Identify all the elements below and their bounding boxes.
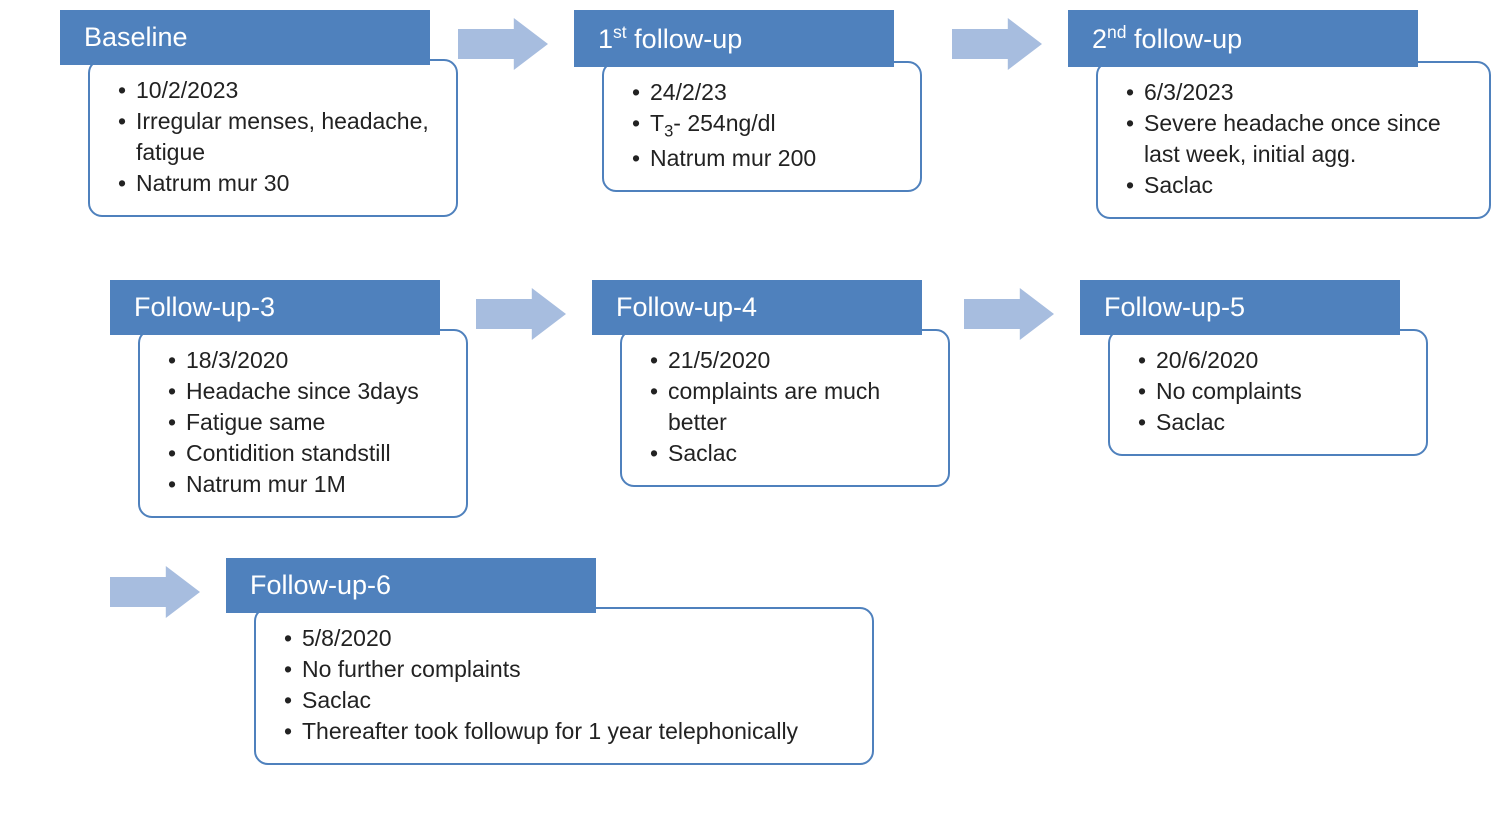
card-followup3-body: 18/3/2020Headache since 3daysFatigue sam… bbox=[138, 329, 468, 518]
card-baseline-list: 10/2/2023Irregular menses, headache, fat… bbox=[108, 75, 438, 199]
list-item: Headache since 3days bbox=[168, 376, 448, 407]
arrow-5 bbox=[110, 566, 200, 618]
card-followup1-list: 24/2/23T3- 254ng/dlNatrum mur 200 bbox=[622, 77, 902, 174]
list-item: Fatigue same bbox=[168, 407, 448, 438]
list-item: No further complaints bbox=[284, 654, 854, 685]
card-followup4-body: 21/5/2020complaints are much betterSacla… bbox=[620, 329, 950, 487]
card-baseline-body: 10/2/2023Irregular menses, headache, fat… bbox=[88, 59, 458, 217]
list-item: 5/8/2020 bbox=[284, 623, 854, 654]
card-followup6-list: 5/8/2020No further complaintsSaclacThere… bbox=[274, 623, 854, 747]
list-item: Contidition standstill bbox=[168, 438, 448, 469]
arrow-3 bbox=[476, 288, 566, 340]
arrow-2 bbox=[952, 18, 1042, 70]
card-followup6-title: Follow-up-6 bbox=[226, 558, 596, 613]
card-followup2-title: 2nd follow-up bbox=[1068, 10, 1418, 67]
list-item: No complaints bbox=[1138, 376, 1408, 407]
arrow-1 bbox=[458, 18, 548, 70]
list-item: 18/3/2020 bbox=[168, 345, 448, 376]
card-followup5: Follow-up-5 20/6/2020No complaintsSaclac bbox=[1080, 280, 1428, 456]
card-followup4-title: Follow-up-4 bbox=[592, 280, 922, 335]
card-followup3: Follow-up-3 18/3/2020Headache since 3day… bbox=[110, 280, 468, 518]
card-followup6-body: 5/8/2020No further complaintsSaclacThere… bbox=[254, 607, 874, 765]
list-item: 24/2/23 bbox=[632, 77, 902, 108]
card-followup5-list: 20/6/2020No complaintsSaclac bbox=[1128, 345, 1408, 438]
card-followup4-list: 21/5/2020complaints are much betterSacla… bbox=[640, 345, 930, 469]
list-item: Thereafter took followup for 1 year tele… bbox=[284, 716, 854, 747]
row-2: Follow-up-3 18/3/2020Headache since 3day… bbox=[110, 280, 1428, 518]
card-followup1: 1st follow-up 24/2/23T3- 254ng/dlNatrum … bbox=[574, 10, 922, 192]
card-followup1-body: 24/2/23T3- 254ng/dlNatrum mur 200 bbox=[602, 61, 922, 192]
card-followup3-list: 18/3/2020Headache since 3daysFatigue sam… bbox=[158, 345, 448, 500]
row-1: Baseline 10/2/2023Irregular menses, head… bbox=[60, 10, 1491, 219]
list-item: Saclac bbox=[1138, 407, 1408, 438]
list-item: Saclac bbox=[650, 438, 930, 469]
list-item: Saclac bbox=[1126, 170, 1471, 201]
card-followup2: 2nd follow-up 6/3/2023Severe headache on… bbox=[1068, 10, 1491, 219]
card-followup5-body: 20/6/2020No complaintsSaclac bbox=[1108, 329, 1428, 456]
list-item: complaints are much better bbox=[650, 376, 930, 438]
list-item: T3- 254ng/dl bbox=[632, 108, 902, 143]
arrow-4 bbox=[964, 288, 1054, 340]
card-baseline-title: Baseline bbox=[60, 10, 430, 65]
list-item: Natrum mur 1M bbox=[168, 469, 448, 500]
card-followup5-title: Follow-up-5 bbox=[1080, 280, 1400, 335]
list-item: 10/2/2023 bbox=[118, 75, 438, 106]
list-item: Irregular menses, headache, fatigue bbox=[118, 106, 438, 168]
list-item: Natrum mur 200 bbox=[632, 143, 902, 174]
list-item: 20/6/2020 bbox=[1138, 345, 1408, 376]
card-followup3-title: Follow-up-3 bbox=[110, 280, 440, 335]
card-followup4: Follow-up-4 21/5/2020complaints are much… bbox=[592, 280, 950, 487]
list-item: Saclac bbox=[284, 685, 854, 716]
card-baseline: Baseline 10/2/2023Irregular menses, head… bbox=[60, 10, 458, 217]
list-item: 21/5/2020 bbox=[650, 345, 930, 376]
row-3: Follow-up-6 5/8/2020No further complaint… bbox=[110, 558, 874, 765]
card-followup6: Follow-up-6 5/8/2020No further complaint… bbox=[226, 558, 874, 765]
list-item: 6/3/2023 bbox=[1126, 77, 1471, 108]
card-followup2-list: 6/3/2023Severe headache once since last … bbox=[1116, 77, 1471, 201]
list-item: Severe headache once since last week, in… bbox=[1126, 108, 1471, 170]
card-followup2-body: 6/3/2023Severe headache once since last … bbox=[1096, 61, 1491, 219]
list-item: Natrum mur 30 bbox=[118, 168, 438, 199]
card-followup1-title: 1st follow-up bbox=[574, 10, 894, 67]
